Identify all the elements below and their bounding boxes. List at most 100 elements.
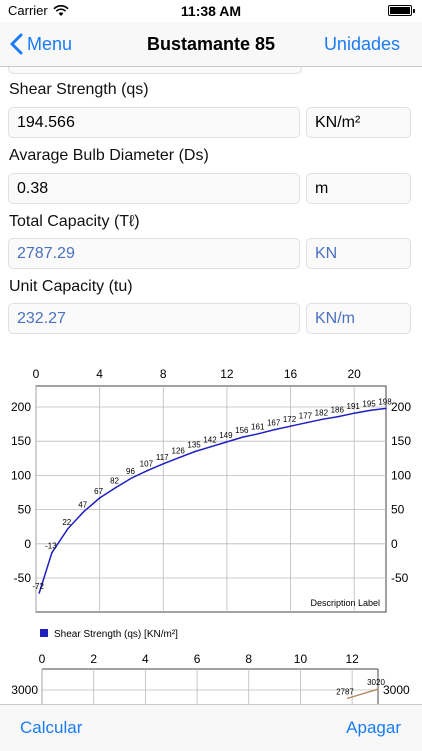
y-tick-label-right: 150 (391, 434, 411, 448)
calculate-button[interactable]: Calcular (20, 718, 83, 737)
data-point (38, 592, 40, 594)
status-bar: Carrier 11:38 AM (0, 0, 422, 22)
data-label: -13 (45, 542, 57, 551)
x-tick-label: 8 (160, 367, 167, 381)
data-label: 2787 (336, 688, 354, 697)
y-tick-label-left: 3000 (11, 683, 38, 697)
y-tick-label-left: 50 (18, 503, 32, 517)
description-label: Description Label (310, 598, 380, 608)
data-label: 126 (172, 447, 186, 456)
x-tick-label: 10 (294, 652, 308, 666)
back-button[interactable]: Menu (10, 22, 72, 66)
data-point (226, 441, 228, 443)
x-tick-label: 8 (245, 652, 252, 666)
data-point (242, 436, 244, 438)
shear-strength-unit[interactable]: KN/m² (306, 107, 411, 138)
total-capacity-label: Total Capacity (Tℓ) (9, 213, 140, 230)
legend-swatch (40, 629, 48, 637)
data-point (273, 428, 276, 431)
data-point (210, 445, 212, 448)
y-tick-label-right: 0 (391, 537, 398, 551)
bulb-diameter-label: Avarage Bulb Diameter (Ds) (9, 147, 209, 164)
bulb-diameter-unit[interactable]: m (306, 173, 411, 204)
data-label: 161 (251, 423, 265, 432)
total-capacity-unit: KN (306, 238, 411, 269)
carrier-label: Carrier (8, 3, 48, 18)
data-point (51, 551, 53, 554)
data-label: 172 (283, 415, 297, 424)
x-tick-label: 4 (96, 367, 103, 381)
data-point (162, 462, 165, 465)
partial-input-field[interactable] (8, 67, 302, 74)
y-tick-label-left: 200 (11, 400, 31, 414)
total-capacity-output: 2787.29 (8, 238, 300, 269)
bottom-toolbar: Calcular Apagar (0, 704, 422, 751)
data-point (257, 432, 260, 435)
chevron-left-icon (10, 33, 23, 55)
data-point (178, 456, 180, 459)
data-label: 191 (347, 402, 361, 411)
x-tick-label: 12 (220, 367, 234, 381)
data-label: 22 (62, 518, 71, 527)
data-label: 142 (203, 436, 217, 445)
data-label: 186 (331, 406, 345, 415)
data-label: 156 (235, 426, 249, 435)
data-label: 117 (156, 453, 169, 462)
y-tick-label-left: 150 (11, 434, 31, 448)
data-label: 198 (378, 397, 392, 406)
data-label: 107 (140, 460, 154, 469)
data-point (67, 527, 69, 530)
data-label: 167 (267, 419, 281, 428)
capacity-chart: 0 2 4 6 8 10 12 3000 3000 2787 3020 (11, 652, 410, 704)
data-label: 195 (362, 399, 376, 408)
wifi-icon (53, 4, 69, 22)
shear-strength-input[interactable]: 194.566 (8, 107, 300, 138)
data-label: 3020 (367, 678, 385, 687)
x-tick-label: 12 (345, 652, 359, 666)
unit-capacity-unit: KN/m (306, 303, 411, 334)
shear-strength-chart: 0 4 8 12 16 20 -50 -50 0 0 50 50 100 100 150 150 200 200 -… (11, 367, 411, 640)
data-label: 82 (110, 477, 119, 486)
data-label: 135 (187, 440, 201, 449)
legend-label: Shear Strength (qs) [KN/m²] (54, 629, 178, 640)
data-point (114, 486, 117, 489)
data-point (353, 412, 355, 414)
x-tick-label: 2 (90, 652, 97, 666)
x-tick-label: 4 (142, 652, 149, 666)
data-point (194, 450, 196, 453)
x-tick-label: 6 (194, 652, 201, 666)
y-tick-label-right: -50 (391, 571, 409, 585)
scroll-content[interactable]: Shear Strength (qs) 194.566 KN/m² Avarag… (0, 67, 422, 704)
x-tick-label: 16 (284, 367, 298, 381)
data-point (98, 497, 101, 499)
x-tick-label: 0 (39, 652, 46, 666)
navigation-bar: Menu Bustamante 85 Unidades (0, 22, 422, 67)
data-point (130, 477, 133, 479)
units-button[interactable]: Unidades (323, 34, 400, 54)
data-label: 182 (315, 408, 329, 417)
y-tick-label-right: 100 (391, 468, 411, 482)
battery-icon (388, 5, 415, 16)
data-label: -72 (32, 582, 44, 591)
bulb-diameter-input[interactable]: 0.38 (8, 173, 300, 204)
data-label: 149 (219, 431, 233, 440)
data-point (146, 469, 149, 472)
status-time: 11:38 AM (180, 3, 242, 19)
unit-capacity-label: Unit Capacity (tu) (9, 278, 133, 295)
unit-capacity-output: 232.27 (8, 303, 300, 334)
y-tick-label-left: -50 (14, 571, 32, 585)
data-point (289, 425, 292, 427)
data-label: 47 (78, 501, 87, 510)
data-point (82, 510, 85, 513)
y-tick-label-right: 3000 (383, 683, 410, 697)
y-tick-label-left: 0 (24, 537, 31, 551)
back-button-label: Menu (27, 33, 73, 54)
data-point (305, 421, 308, 424)
data-point (369, 409, 371, 412)
data-point (321, 418, 324, 421)
y-tick-label-left: 100 (11, 468, 31, 482)
data-label: 67 (94, 487, 103, 496)
clear-button[interactable]: Apagar (346, 718, 401, 737)
shear-strength-label: Shear Strength (qs) (9, 81, 149, 98)
data-point (385, 407, 387, 410)
